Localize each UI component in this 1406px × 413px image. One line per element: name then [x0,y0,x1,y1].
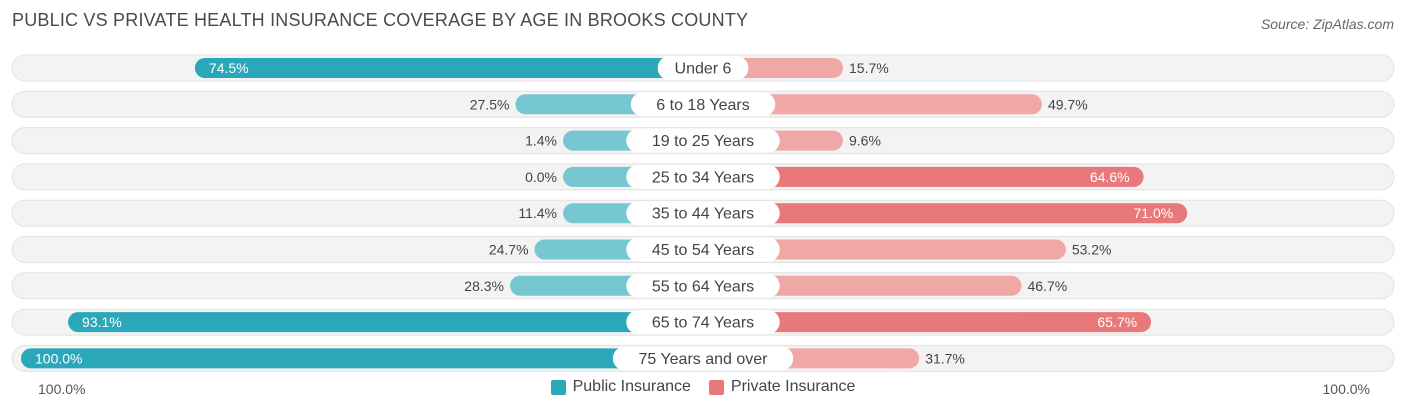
category-pill [630,92,776,117]
category-pill [626,273,780,298]
category-label: 75 Years and over [639,351,769,368]
source-label: Source: ZipAtlas.com [1260,16,1394,32]
category-pill [612,346,794,371]
value-label-private: 53.2% [1072,242,1112,258]
value-label-public: 93.1% [82,314,122,330]
chart-row: 45 to 54 Years 24.7% 53.2% [11,236,1395,263]
value-label-private: 15.7% [849,60,889,76]
value-label-private: 46.7% [1027,278,1067,294]
legend-label-public: Public Insurance [572,378,691,395]
legend-label-private: Private Insurance [730,378,856,395]
value-label-private: 9.6% [849,133,881,149]
value-label-public: 74.5% [209,60,249,76]
value-label-public: 1.4% [525,133,557,149]
value-label-public: 27.5% [470,96,510,112]
value-label-public: 24.7% [489,242,529,258]
category-label: 55 to 64 Years [652,278,754,295]
bar-private[interactable] [703,312,1152,333]
chart-row: 55 to 64 Years 28.3% 46.7% [11,272,1395,300]
category-label: Under 6 [675,61,732,78]
value-label-public: 28.3% [464,278,504,294]
chart-row: 65 to 74 Years 93.1% 65.7% [11,308,1395,336]
bar-public[interactable] [194,58,703,78]
legend-item-public[interactable]: Public Insurance [550,378,691,396]
chart-row: Under 6 74.5% 15.7% [11,54,1395,82]
chart-area: Under 6 74.5% 15.7% 6 to 18 Years 27.5% 49.7%… [11,54,1395,372]
chart-row: 19 to 25 Years 1.4% 9.6% [11,127,1395,155]
legend: Public Insurance Private Insurance [0,378,1406,396]
category-label: 19 to 25 Years [652,133,754,150]
chart-title: PUBLIC VS PRIVATE HEALTH INSURANCE COVER… [12,10,749,30]
value-label-private: 71.0% [1134,205,1174,221]
chart-row: 35 to 44 Years 11.4% 71.0% [11,199,1395,227]
axis-left-label: 100.0% [38,381,86,397]
legend-item-private[interactable]: Private Insurance [708,378,856,396]
value-label-public: 11.4% [518,205,557,221]
bar-private[interactable] [703,203,1188,224]
bar-private[interactable] [703,275,1022,296]
category-label: 45 to 54 Years [652,242,754,259]
category-label: 25 to 34 Years [652,169,754,186]
bar-public[interactable] [21,348,703,369]
value-label-private: 31.7% [925,350,965,366]
value-label-private: 65.7% [1097,314,1137,330]
category-label: 6 to 18 Years [656,97,749,114]
chart-row: 75 Years and over 100.0% 31.7% [11,344,1395,372]
chart-row: 25 to 34 Years 0.0% 64.6% [11,163,1395,191]
legend-swatch-public [550,379,566,395]
category-pill [626,201,780,226]
category-label: 35 to 44 Years [652,206,754,223]
axis-right-label: 100.0% [1322,381,1370,397]
value-label-private: 49.7% [1048,96,1088,112]
category-pill [626,310,780,335]
bar-private[interactable] [703,166,1144,187]
bar-public[interactable] [68,312,704,333]
category-pill [626,164,780,189]
chart-row: 6 to 18 Years 27.5% 49.7% [11,90,1395,118]
category-label: 65 to 74 Years [652,315,754,332]
value-label-private: 64.6% [1090,169,1130,185]
category-pill [657,56,749,80]
legend-swatch-private [708,379,724,395]
value-label-public: 0.0% [525,169,557,185]
category-pill [626,237,780,262]
bar-private[interactable] [703,94,1042,115]
category-pill [626,128,780,153]
bar-private[interactable] [703,239,1066,260]
value-label-public: 100.0% [35,350,82,366]
